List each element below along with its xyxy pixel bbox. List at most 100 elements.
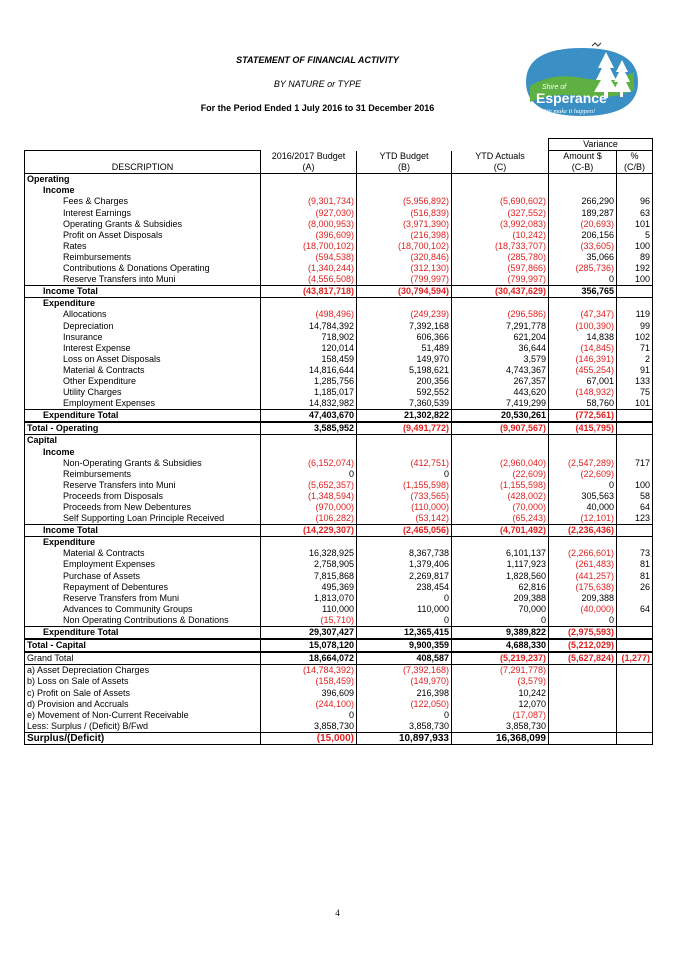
- spacer-row: [24, 297, 654, 299]
- ytd-actuals-value: 621,204: [451, 331, 549, 343]
- col-budget-code: (A): [260, 162, 357, 175]
- variance-pct-value: [615, 687, 654, 699]
- ytd-budget-value: (122,050): [356, 698, 452, 710]
- ytd-budget-value: 216,398: [356, 687, 452, 699]
- variance-amount-value: (2,547,289): [548, 457, 617, 469]
- ytd-budget-value: (5,956,892): [356, 196, 452, 208]
- ytd-actuals-value: (70,000): [451, 502, 549, 514]
- logo-line2: Esperance: [536, 90, 607, 106]
- row-label: Non Operating Contributions & Donations: [24, 614, 261, 627]
- ytd-actuals-value: 209,388: [451, 592, 549, 604]
- budget-value: 14,784,392: [260, 320, 357, 332]
- variance-amount-value: 0: [548, 274, 617, 286]
- ytd-actuals-value: 12,070: [451, 698, 549, 710]
- row-label: Insurance: [24, 331, 261, 343]
- row-label: Income Total: [24, 285, 261, 299]
- variance-amount-value: (415,795): [548, 422, 617, 436]
- row-label: Interest Earnings: [24, 207, 261, 219]
- ytd-actuals-value: (5,219,237): [451, 652, 549, 666]
- ytd-budget-value: 149,970: [356, 353, 452, 365]
- row-label: e) Movement of Non-Current Receivable: [24, 709, 261, 721]
- ytd-actuals-value: (327,552): [451, 207, 549, 219]
- row-label: Employment Expenses: [24, 398, 261, 410]
- variance-amount-value: 40,000: [548, 502, 617, 514]
- table-row: Reimbursements 0 0 (22,609) (22,609): [24, 468, 654, 480]
- ytd-actuals-value: 1,117,923: [451, 559, 549, 571]
- variance-amount-value: (5,627,824): [548, 652, 617, 666]
- ytd-budget-value: (1,155,598): [356, 479, 452, 491]
- ytd-budget-value: 51,489: [356, 342, 452, 354]
- row-label: Operating Grants & Subsidies: [24, 218, 261, 230]
- variance-amount-value: 206,156: [548, 229, 617, 241]
- ytd-actuals-value: 4,688,330: [451, 639, 549, 653]
- ytd-actuals-value: 1,828,560: [451, 570, 549, 582]
- budget-value: (14,229,307): [260, 524, 357, 538]
- table-row: Self Supporting Loan Principle Received(…: [24, 513, 654, 525]
- table-row: Total - Operating 3,585,952 (9,491,772) (9,…: [24, 422, 654, 436]
- col-ytd-budget-heading: YTD Budget: [356, 150, 452, 163]
- row-label: a) Asset Depreciation Charges: [24, 665, 261, 677]
- variance-amount-value: 14,838: [548, 331, 617, 343]
- variance-amount-value: 356,765: [548, 285, 617, 299]
- ytd-actuals-value: (296,586): [451, 309, 549, 321]
- row-label: Income Total: [24, 524, 261, 538]
- ytd-budget-value: 0: [356, 468, 452, 480]
- variance-amount-value: (47,347): [548, 309, 617, 321]
- variance-pct-value: 119: [615, 309, 654, 321]
- budget-value: (18,700,102): [260, 240, 357, 252]
- variance-pct-value: 100: [615, 274, 654, 286]
- table-row: Reserve Transfers from Muni 1,813,070 0 209…: [24, 592, 654, 604]
- variance-pct-value: (1,277): [615, 652, 654, 666]
- ytd-budget-value: (3,971,390): [356, 218, 452, 230]
- table-row: Loss on Asset Disposals 158,459 149,970 3,5…: [24, 353, 654, 365]
- ytd-budget-value: (53,142): [356, 513, 452, 525]
- budget-value: (927,030): [260, 207, 357, 219]
- budget-value: 2,758,905: [260, 559, 357, 571]
- col-pct-heading: %: [615, 150, 654, 163]
- table-row: Repayment of Debentures 495,369 238,454 62,…: [24, 581, 654, 593]
- ytd-actuals-value: (30,437,629): [451, 285, 549, 299]
- ytd-actuals-value: 70,000: [451, 603, 549, 615]
- budget-value: (6,152,074): [260, 457, 357, 469]
- variance-pct-value: [615, 422, 654, 436]
- variance-pct-value: [615, 731, 654, 745]
- spacer-row: [24, 664, 654, 666]
- budget-value: (5,652,357): [260, 479, 357, 491]
- budget-value: 29,307,427: [260, 626, 357, 640]
- ytd-budget-value: 238,454: [356, 581, 452, 593]
- row-label: Depreciation: [24, 320, 261, 332]
- row-label: Employment Expenses: [24, 559, 261, 571]
- variance-pct-value: [615, 709, 654, 721]
- row-label: Reserve Transfers from Muni: [24, 592, 261, 604]
- ytd-budget-value: (312,130): [356, 263, 452, 275]
- budget-value: (970,000): [260, 502, 357, 514]
- ytd-budget-value: 0: [356, 614, 452, 627]
- variance-pct-value: 64: [615, 603, 654, 615]
- ytd-budget-value: 5,198,621: [356, 364, 452, 376]
- budget-value: (14,784,392): [260, 665, 357, 677]
- variance-pct-value: [615, 614, 654, 627]
- table-row: Expenditure: [24, 298, 654, 310]
- ytd-actuals-value: 4,743,367: [451, 364, 549, 376]
- table-row: Other Expenditure 1,285,756 200,356 267,357…: [24, 375, 654, 388]
- ytd-actuals-value: 9,389,822: [451, 626, 549, 640]
- table-row: Operating: [24, 173, 654, 186]
- row-label: Utility Charges: [24, 387, 261, 399]
- budget-value: 120,014: [260, 342, 357, 354]
- budget-value: 158,459: [260, 353, 357, 365]
- row-label: Proceeds from Disposals: [24, 490, 261, 502]
- variance-pct-value: 5: [615, 229, 654, 241]
- variance-pct-value: 89: [615, 251, 654, 264]
- ytd-actuals-value: (799,997): [451, 274, 549, 286]
- row-label: Capital: [24, 435, 261, 447]
- table-row: c) Profit on Sale of Assets 396,609 216,39…: [24, 687, 654, 699]
- ytd-budget-value: (320,846): [356, 251, 452, 264]
- variance-amount-value: (100,390): [548, 320, 617, 332]
- variance-pct-value: 123: [615, 513, 654, 525]
- col-ytd-budget-code: (B): [356, 162, 452, 175]
- table-row: Insurance 718,902 606,366 621,204 14,838 102: [24, 331, 654, 343]
- variance-pct-value: 101: [615, 398, 654, 410]
- ytd-budget-value: 7,392,168: [356, 320, 452, 332]
- ytd-budget-value: (2,465,056): [356, 524, 452, 538]
- table-row: Surplus/(Deficit) (15,000) 10,897,933 16,36…: [24, 731, 654, 745]
